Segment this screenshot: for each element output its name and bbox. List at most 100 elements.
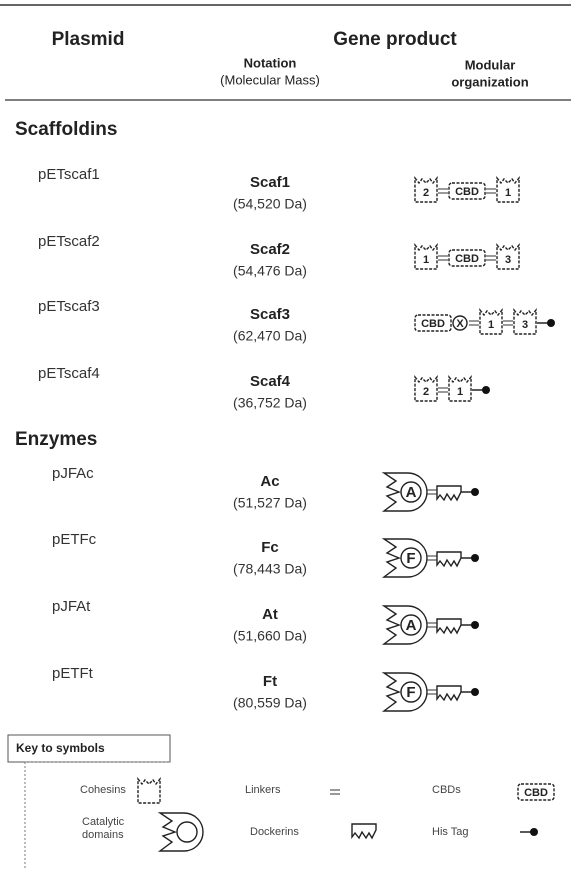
linker bbox=[486, 188, 496, 194]
linker bbox=[503, 320, 513, 326]
cbd bbox=[414, 314, 452, 332]
his-tag bbox=[471, 488, 479, 496]
plasmid: pJFAt bbox=[52, 598, 91, 615]
linker bbox=[427, 489, 437, 495]
product: Fc bbox=[261, 539, 279, 556]
key-label: domains bbox=[82, 829, 124, 841]
linker bbox=[427, 622, 437, 628]
cohesin bbox=[496, 243, 520, 270]
module-label: CBD bbox=[524, 787, 548, 799]
cohesin bbox=[448, 375, 472, 402]
cohesin bbox=[513, 308, 537, 335]
module-label: A bbox=[406, 484, 417, 501]
key-label: CBDs bbox=[432, 784, 461, 796]
header-organization: organization bbox=[451, 74, 528, 89]
product: Scaf2 bbox=[250, 241, 290, 258]
catalytic-site bbox=[400, 547, 422, 569]
header-plasmid: Plasmid bbox=[52, 29, 125, 50]
plasmid: pJFAc bbox=[52, 465, 94, 482]
header-mass: (Molecular Mass) bbox=[220, 72, 320, 87]
product: Ac bbox=[260, 473, 279, 490]
header-notation: Notation bbox=[244, 55, 297, 70]
plasmid: pETscaf3 bbox=[38, 298, 100, 315]
product: Ft bbox=[263, 673, 277, 690]
key-label: Cohesins bbox=[80, 784, 126, 796]
module-label: F bbox=[406, 684, 415, 701]
key-title: Key to symbols bbox=[16, 741, 105, 755]
linker bbox=[427, 555, 437, 561]
dockerin bbox=[436, 485, 462, 502]
his-tag bbox=[471, 554, 479, 562]
cbd bbox=[517, 783, 555, 801]
linker bbox=[438, 255, 448, 261]
module-label: 3 bbox=[505, 254, 511, 266]
mass: (54,476 Da) bbox=[233, 263, 307, 279]
product: Scaf4 bbox=[250, 373, 291, 390]
plasmid: pETscaf2 bbox=[38, 233, 100, 250]
module-label: A bbox=[406, 617, 417, 634]
section-title: Scaffoldins bbox=[15, 119, 117, 140]
header-gene-product: Gene product bbox=[333, 29, 457, 50]
linker bbox=[469, 320, 479, 326]
his-tag bbox=[471, 688, 479, 696]
key-label: Linkers bbox=[245, 784, 281, 796]
mass: (36,752 Da) bbox=[233, 395, 307, 411]
mass: (51,660 Da) bbox=[233, 628, 307, 644]
module-label: 3 bbox=[522, 319, 528, 331]
cbd bbox=[448, 182, 486, 200]
plasmid: pETscaf1 bbox=[38, 166, 100, 183]
module-label: CBD bbox=[455, 186, 479, 198]
module-label: X bbox=[456, 318, 464, 330]
module-label: 2 bbox=[423, 187, 429, 199]
module-label: 1 bbox=[505, 187, 511, 199]
catalytic-site bbox=[400, 681, 422, 703]
cohesin bbox=[414, 176, 438, 203]
x-module bbox=[452, 315, 468, 331]
cohesin bbox=[496, 176, 520, 203]
plasmid: pETFc bbox=[52, 531, 97, 548]
product: Scaf1 bbox=[250, 174, 290, 191]
catalytic-site bbox=[400, 481, 422, 503]
his-tag bbox=[482, 386, 490, 394]
linker bbox=[330, 789, 340, 795]
cbd bbox=[448, 249, 486, 267]
mass: (78,443 Da) bbox=[233, 561, 307, 577]
module-label: 1 bbox=[488, 319, 494, 331]
dockerin bbox=[436, 551, 462, 568]
module-label: CBD bbox=[421, 318, 445, 330]
linker bbox=[438, 387, 448, 393]
mass: (80,559 Da) bbox=[233, 695, 307, 711]
cohesin bbox=[414, 243, 438, 270]
mass: (62,470 Da) bbox=[233, 328, 307, 344]
key-label: Dockerins bbox=[250, 826, 299, 838]
mass: (51,527 Da) bbox=[233, 495, 307, 511]
module-label: 1 bbox=[423, 254, 429, 266]
module-label: 2 bbox=[423, 386, 429, 398]
dockerin bbox=[436, 685, 462, 702]
his-tag bbox=[547, 319, 555, 327]
key-label: Catalytic bbox=[82, 816, 125, 828]
key-title-box bbox=[7, 734, 171, 763]
key-frame bbox=[24, 761, 170, 868]
linker bbox=[427, 689, 437, 695]
module-label: 1 bbox=[457, 386, 463, 398]
linker bbox=[438, 188, 448, 194]
his-tag bbox=[530, 828, 538, 836]
dockerin bbox=[436, 618, 462, 635]
product: At bbox=[262, 606, 278, 623]
mass: (54,520 Da) bbox=[233, 196, 307, 212]
his-tag bbox=[471, 621, 479, 629]
catalytic-site bbox=[400, 614, 422, 636]
product: Scaf3 bbox=[250, 306, 290, 323]
section-title: Enzymes bbox=[15, 429, 97, 450]
plasmid: pETscaf4 bbox=[38, 365, 100, 382]
cohesin bbox=[137, 777, 161, 804]
cohesin bbox=[479, 308, 503, 335]
linker bbox=[486, 255, 496, 261]
cohesin bbox=[414, 375, 438, 402]
module-label: F bbox=[406, 550, 415, 567]
plasmid: pETFt bbox=[52, 665, 94, 682]
dockerin bbox=[351, 823, 377, 840]
key-label: His Tag bbox=[432, 826, 468, 838]
